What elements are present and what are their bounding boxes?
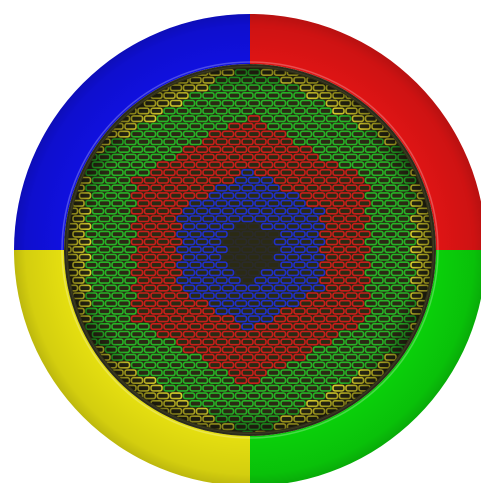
mesh-rim — [64, 64, 436, 436]
